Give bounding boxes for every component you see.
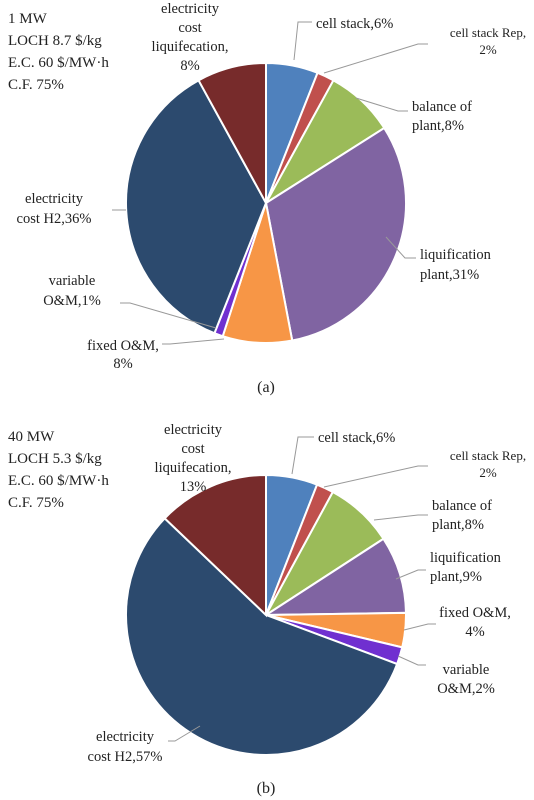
slice-label-liquification-plant-9: liquification plant,9% [430,550,502,585]
slice-label-electricity-cost-h2-57: electricity cost H2,57% [88,729,163,765]
leader-line [355,97,408,112]
info-line: LOCH 5.3 $/kg [8,451,102,467]
leader-line [385,236,416,259]
leader-line [323,43,428,74]
slice-label-cell-stack-rep-2: cell stack Rep, 2% [450,448,526,480]
pie-slice-electricity-cost-liquifecation-8 [197,61,267,204]
info-line: 1 MW [8,11,48,27]
slice-label-fixed-o-m-4: fixed O&M, 4% [439,605,511,640]
leader-line [397,655,426,666]
info-line: C.F. 75% [8,495,64,511]
leader-line [403,623,436,631]
pie-chart-b: 40 MW LOCH 5.3 $/kg E.C. 60 $/MW·h C.F. 75%… [8,422,526,797]
pie-slice-electricity-cost-h2-57 [125,516,399,756]
pie-slice-electricity-cost-liquifecation-13 [163,473,267,618]
slice-label-balance-of-plant-8: balance of plant,8% [412,99,472,134]
slice-label-cell-stack-6: cell stack,6% [318,430,395,446]
info-line: C.F. 75% [8,77,64,93]
leader-line [291,436,314,475]
slice-label-fixed-o-m-8: fixed O&M, 8% [87,338,159,372]
leader-line [162,338,225,345]
slice-label-cell-stack-6: cell stack,6% [316,16,393,32]
chart-caption: (b) [257,780,276,797]
slice-label-liquification-plant-31: liquification plant,31% [420,247,492,283]
slice-label-balance-of-plant-8: balance of plant,8% [432,498,492,533]
info-line: LOCH 8.7 $/kg [8,33,102,49]
info-line: E.C. 60 $/MW·h [8,473,109,489]
leader-line [168,725,201,742]
leader-line [120,302,217,329]
leader-line [323,465,428,488]
leader-line [373,514,428,521]
info-line: E.C. 60 $/MW·h [8,55,109,71]
slice-label-electricity-cost-liquifecation-8: electricity cost liquifecation, 8% [152,1,229,74]
pie-slice-liquification-plant-31 [264,126,407,342]
pie-slice-electricity-cost-h2-36 [125,78,268,335]
slice-label-variable-o-m-1: variable O&M,1% [43,273,101,309]
leader-line [293,21,312,61]
leader-line [395,569,426,580]
info-line: 40 MW [8,429,55,445]
slice-label-variable-o-m-2: variable O&M,2% [437,662,495,697]
slice-label-cell-stack-rep-2: cell stack Rep, 2% [450,25,526,57]
slice-label-electricity-cost-liquifecation-13: electricity cost liquifecation, 13% [155,422,232,495]
slice-label-electricity-cost-h2-36: electricity cost H2,36% [17,191,92,227]
pie-chart-a: 1 MW LOCH 8.7 $/kg E.C. 60 $/MW·h C.F. 75% c… [8,1,526,396]
chart-caption: (a) [257,379,275,396]
